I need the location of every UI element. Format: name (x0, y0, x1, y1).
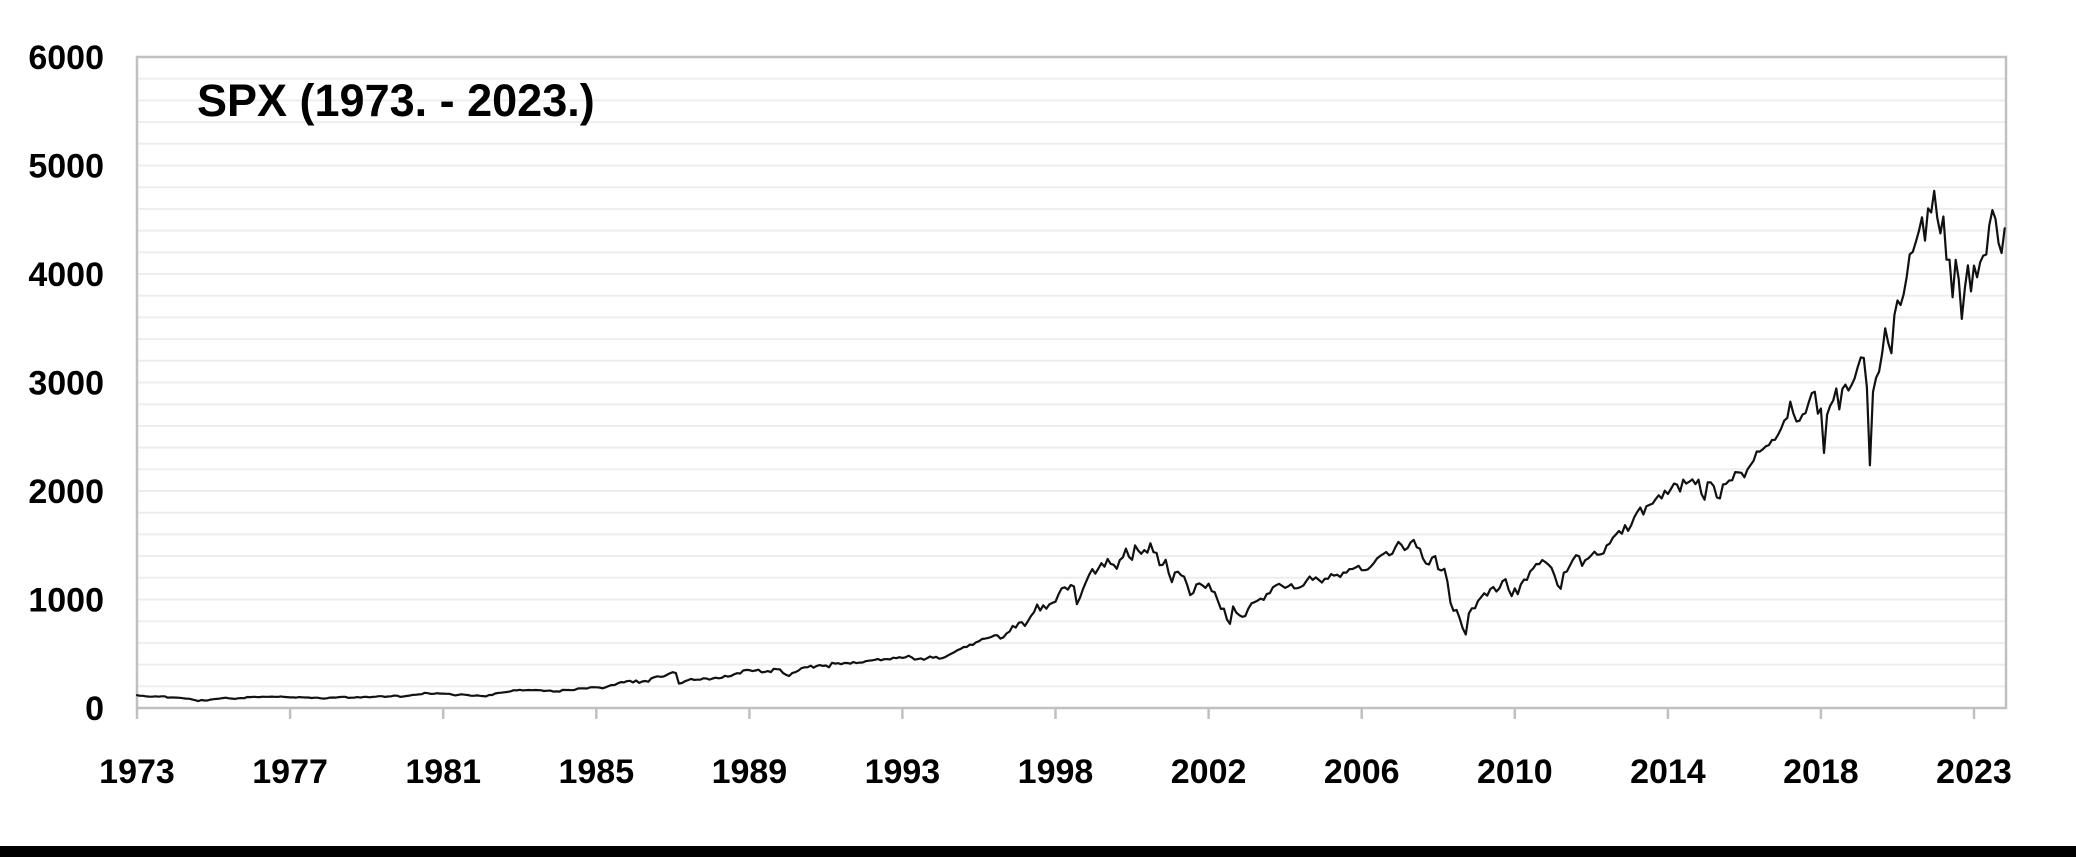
x-tick-label: 2010 (1477, 753, 1553, 791)
y-tick-label: 0 (85, 690, 104, 728)
x-tick-label: 1981 (405, 753, 481, 791)
x-tick-label: 1985 (558, 753, 634, 791)
x-axis-labels: 1973 1977 1981 1985 1989 1993 1998 2002 2006 2010… (99, 753, 2012, 791)
x-tick-label: 1989 (712, 753, 788, 791)
x-tick-label: 1973 (99, 753, 175, 791)
x-tick-marks (135, 708, 1976, 719)
bottom-border-bar (0, 846, 2076, 857)
x-tick-label: 2023 (1936, 753, 2012, 791)
chart-title: SPX (1973. - 2023.) (197, 75, 595, 126)
x-tick-label: 1993 (865, 753, 941, 791)
y-axis-labels: 0 1000 2000 3000 4000 5000 6000 (28, 39, 104, 728)
x-tick-label: 2006 (1324, 753, 1400, 791)
x-tick-label: 1977 (252, 753, 328, 791)
y-tick-label: 5000 (28, 148, 104, 186)
y-tick-label: 4000 (28, 256, 104, 294)
x-tick-label: 2018 (1783, 753, 1859, 791)
y-tick-label: 1000 (28, 582, 104, 620)
x-tick-label: 2014 (1630, 753, 1706, 791)
y-tick-label: 6000 (28, 39, 104, 77)
y-tick-label: 2000 (28, 473, 104, 511)
x-tick-label: 1998 (1018, 753, 1094, 791)
y-tick-label: 3000 (28, 365, 104, 403)
plot-border (135, 55, 2008, 710)
gridlines (137, 77, 2006, 688)
spx-series-line (135, 189, 2006, 703)
x-tick-label: 2002 (1171, 753, 1247, 791)
